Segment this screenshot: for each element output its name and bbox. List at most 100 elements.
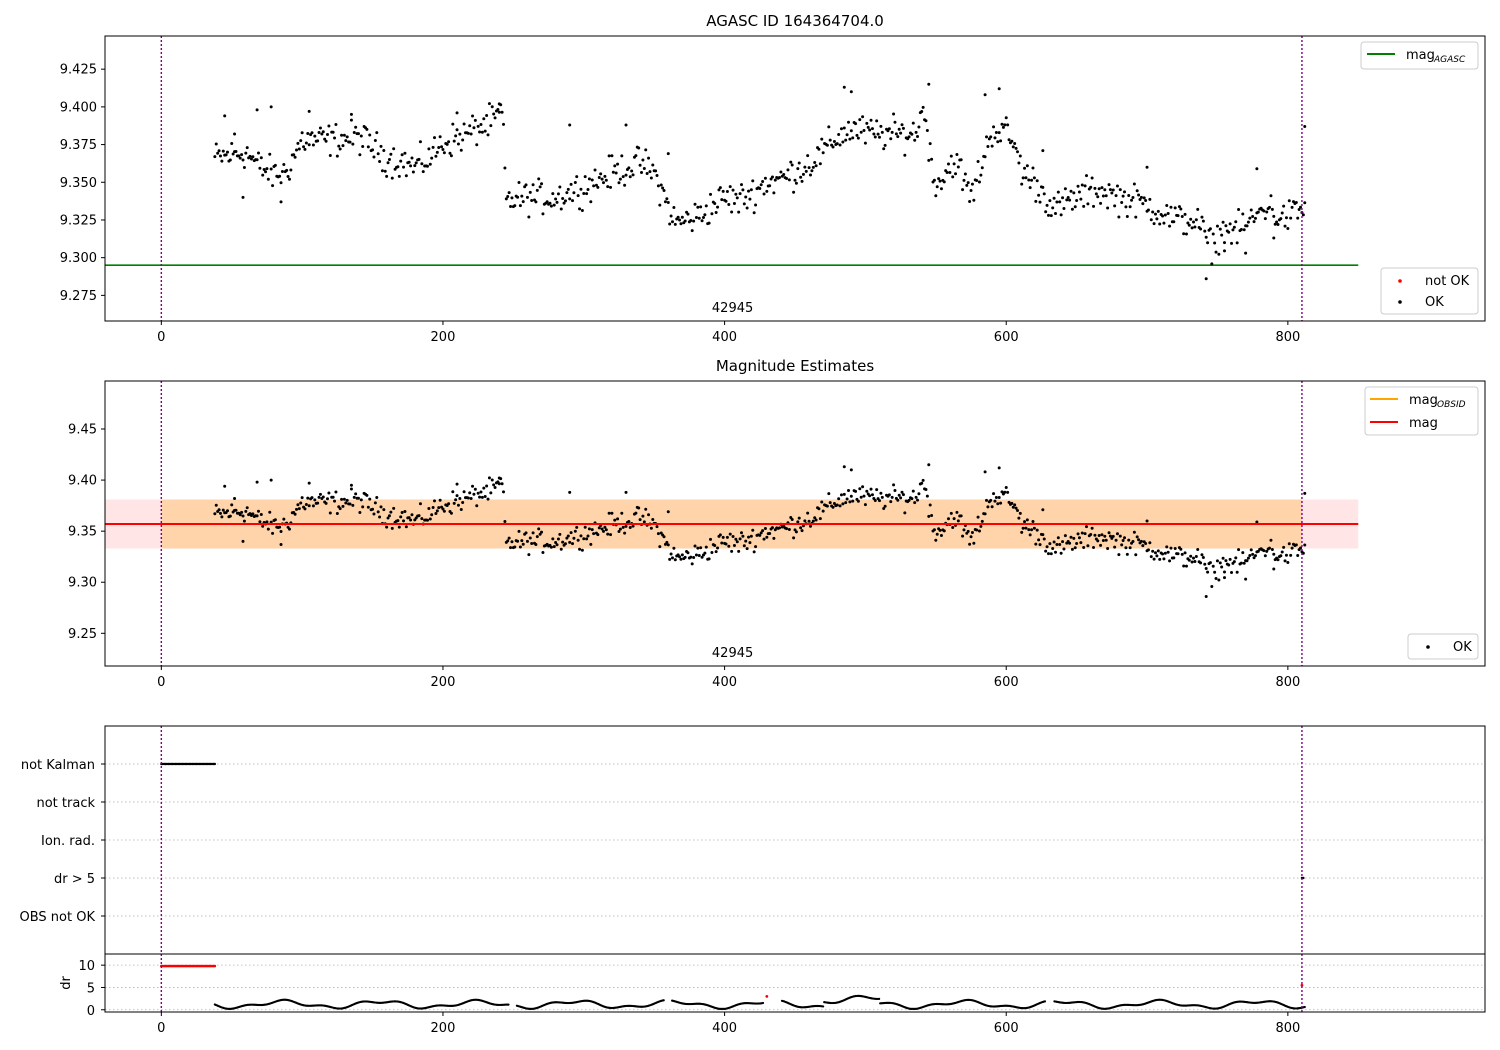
data-point: [961, 534, 965, 538]
data-point: [325, 497, 329, 501]
data-point: [754, 203, 758, 207]
dr-point: [507, 1003, 510, 1006]
data-point: [475, 143, 479, 147]
data-point: [1234, 220, 1238, 224]
data-point: [913, 501, 917, 505]
data-point: [879, 491, 883, 495]
data-point: [351, 142, 355, 146]
data-point: [749, 534, 753, 538]
data-point: [258, 166, 262, 170]
data-point: [333, 136, 337, 140]
data-point: [551, 192, 555, 196]
data-point: [607, 154, 611, 158]
data-point: [790, 163, 794, 167]
data-point: [927, 158, 931, 162]
data-point: [299, 139, 303, 143]
data-point: [789, 160, 793, 164]
data-point: [572, 536, 576, 540]
data-point: [447, 502, 451, 506]
data-point: [732, 202, 736, 206]
data-point: [1084, 174, 1088, 178]
data-point: [1106, 547, 1110, 551]
data-point: [666, 543, 670, 547]
data-point: [703, 213, 707, 217]
data-point: [214, 142, 218, 146]
data-point: [992, 125, 996, 129]
data-point: [1092, 545, 1096, 549]
data-point: [1228, 557, 1232, 561]
data-point: [375, 131, 379, 135]
data-point: [245, 506, 249, 510]
data-point: [910, 132, 914, 136]
data-point: [794, 181, 798, 185]
data-point: [727, 203, 731, 207]
data-point: [380, 169, 384, 173]
data-point: [985, 498, 989, 502]
data-point: [841, 140, 845, 144]
data-point: [787, 178, 791, 182]
data-point: [425, 518, 429, 522]
data-point: [297, 147, 301, 151]
data-point: [568, 490, 572, 494]
data-point: [242, 165, 246, 169]
data-point: [471, 114, 475, 118]
data-point: [417, 514, 421, 518]
data-point: [1280, 550, 1284, 554]
category-label: OBS not OK: [20, 910, 96, 925]
data-point: [217, 508, 221, 512]
data-point: [1183, 551, 1187, 555]
data-point: [1027, 528, 1031, 532]
data-point: [701, 215, 705, 219]
data-point: [868, 128, 872, 132]
data-point: [787, 528, 791, 532]
data-point: [441, 148, 445, 152]
data-point: [624, 173, 628, 177]
data-point: [1230, 571, 1234, 575]
data-point: [749, 188, 753, 192]
data-point: [585, 537, 589, 541]
data-point: [1134, 215, 1138, 219]
legend-label: mag: [1406, 48, 1435, 63]
data-point: [596, 533, 600, 537]
data-point: [583, 175, 587, 179]
data-point: [808, 524, 812, 528]
data-point: [521, 200, 525, 204]
data-point: [1166, 211, 1170, 215]
data-point: [1161, 552, 1165, 556]
data-point: [855, 133, 859, 137]
data-point: [368, 133, 372, 137]
data-point: [658, 545, 662, 549]
data-point: [604, 528, 608, 532]
data-point: [994, 130, 998, 134]
data-point: [554, 541, 558, 545]
data-point: [409, 518, 413, 522]
data-point: [489, 491, 493, 495]
data-point: [1061, 196, 1065, 200]
data-point: [597, 175, 601, 179]
data-point: [331, 130, 335, 134]
data-point: [354, 492, 358, 496]
data-point: [1296, 553, 1300, 557]
data-point: [571, 542, 575, 546]
data-point: [1290, 205, 1294, 209]
data-point: [1208, 227, 1212, 231]
data-point: [610, 511, 614, 515]
data-point: [448, 151, 452, 155]
data-point: [873, 135, 877, 139]
data-point: [797, 516, 801, 520]
data-point: [466, 496, 470, 500]
data-point: [1144, 199, 1148, 203]
data-point: [521, 542, 525, 546]
data-point: [710, 212, 714, 216]
data-point: [1239, 561, 1243, 565]
data-point: [896, 135, 900, 139]
data-point: [334, 490, 338, 494]
data-point: [727, 544, 731, 548]
data-point: [678, 218, 682, 222]
data-point: [348, 140, 352, 144]
data-point: [866, 125, 870, 129]
data-point: [793, 178, 797, 182]
data-point: [709, 192, 713, 196]
data-point: [1144, 542, 1148, 546]
